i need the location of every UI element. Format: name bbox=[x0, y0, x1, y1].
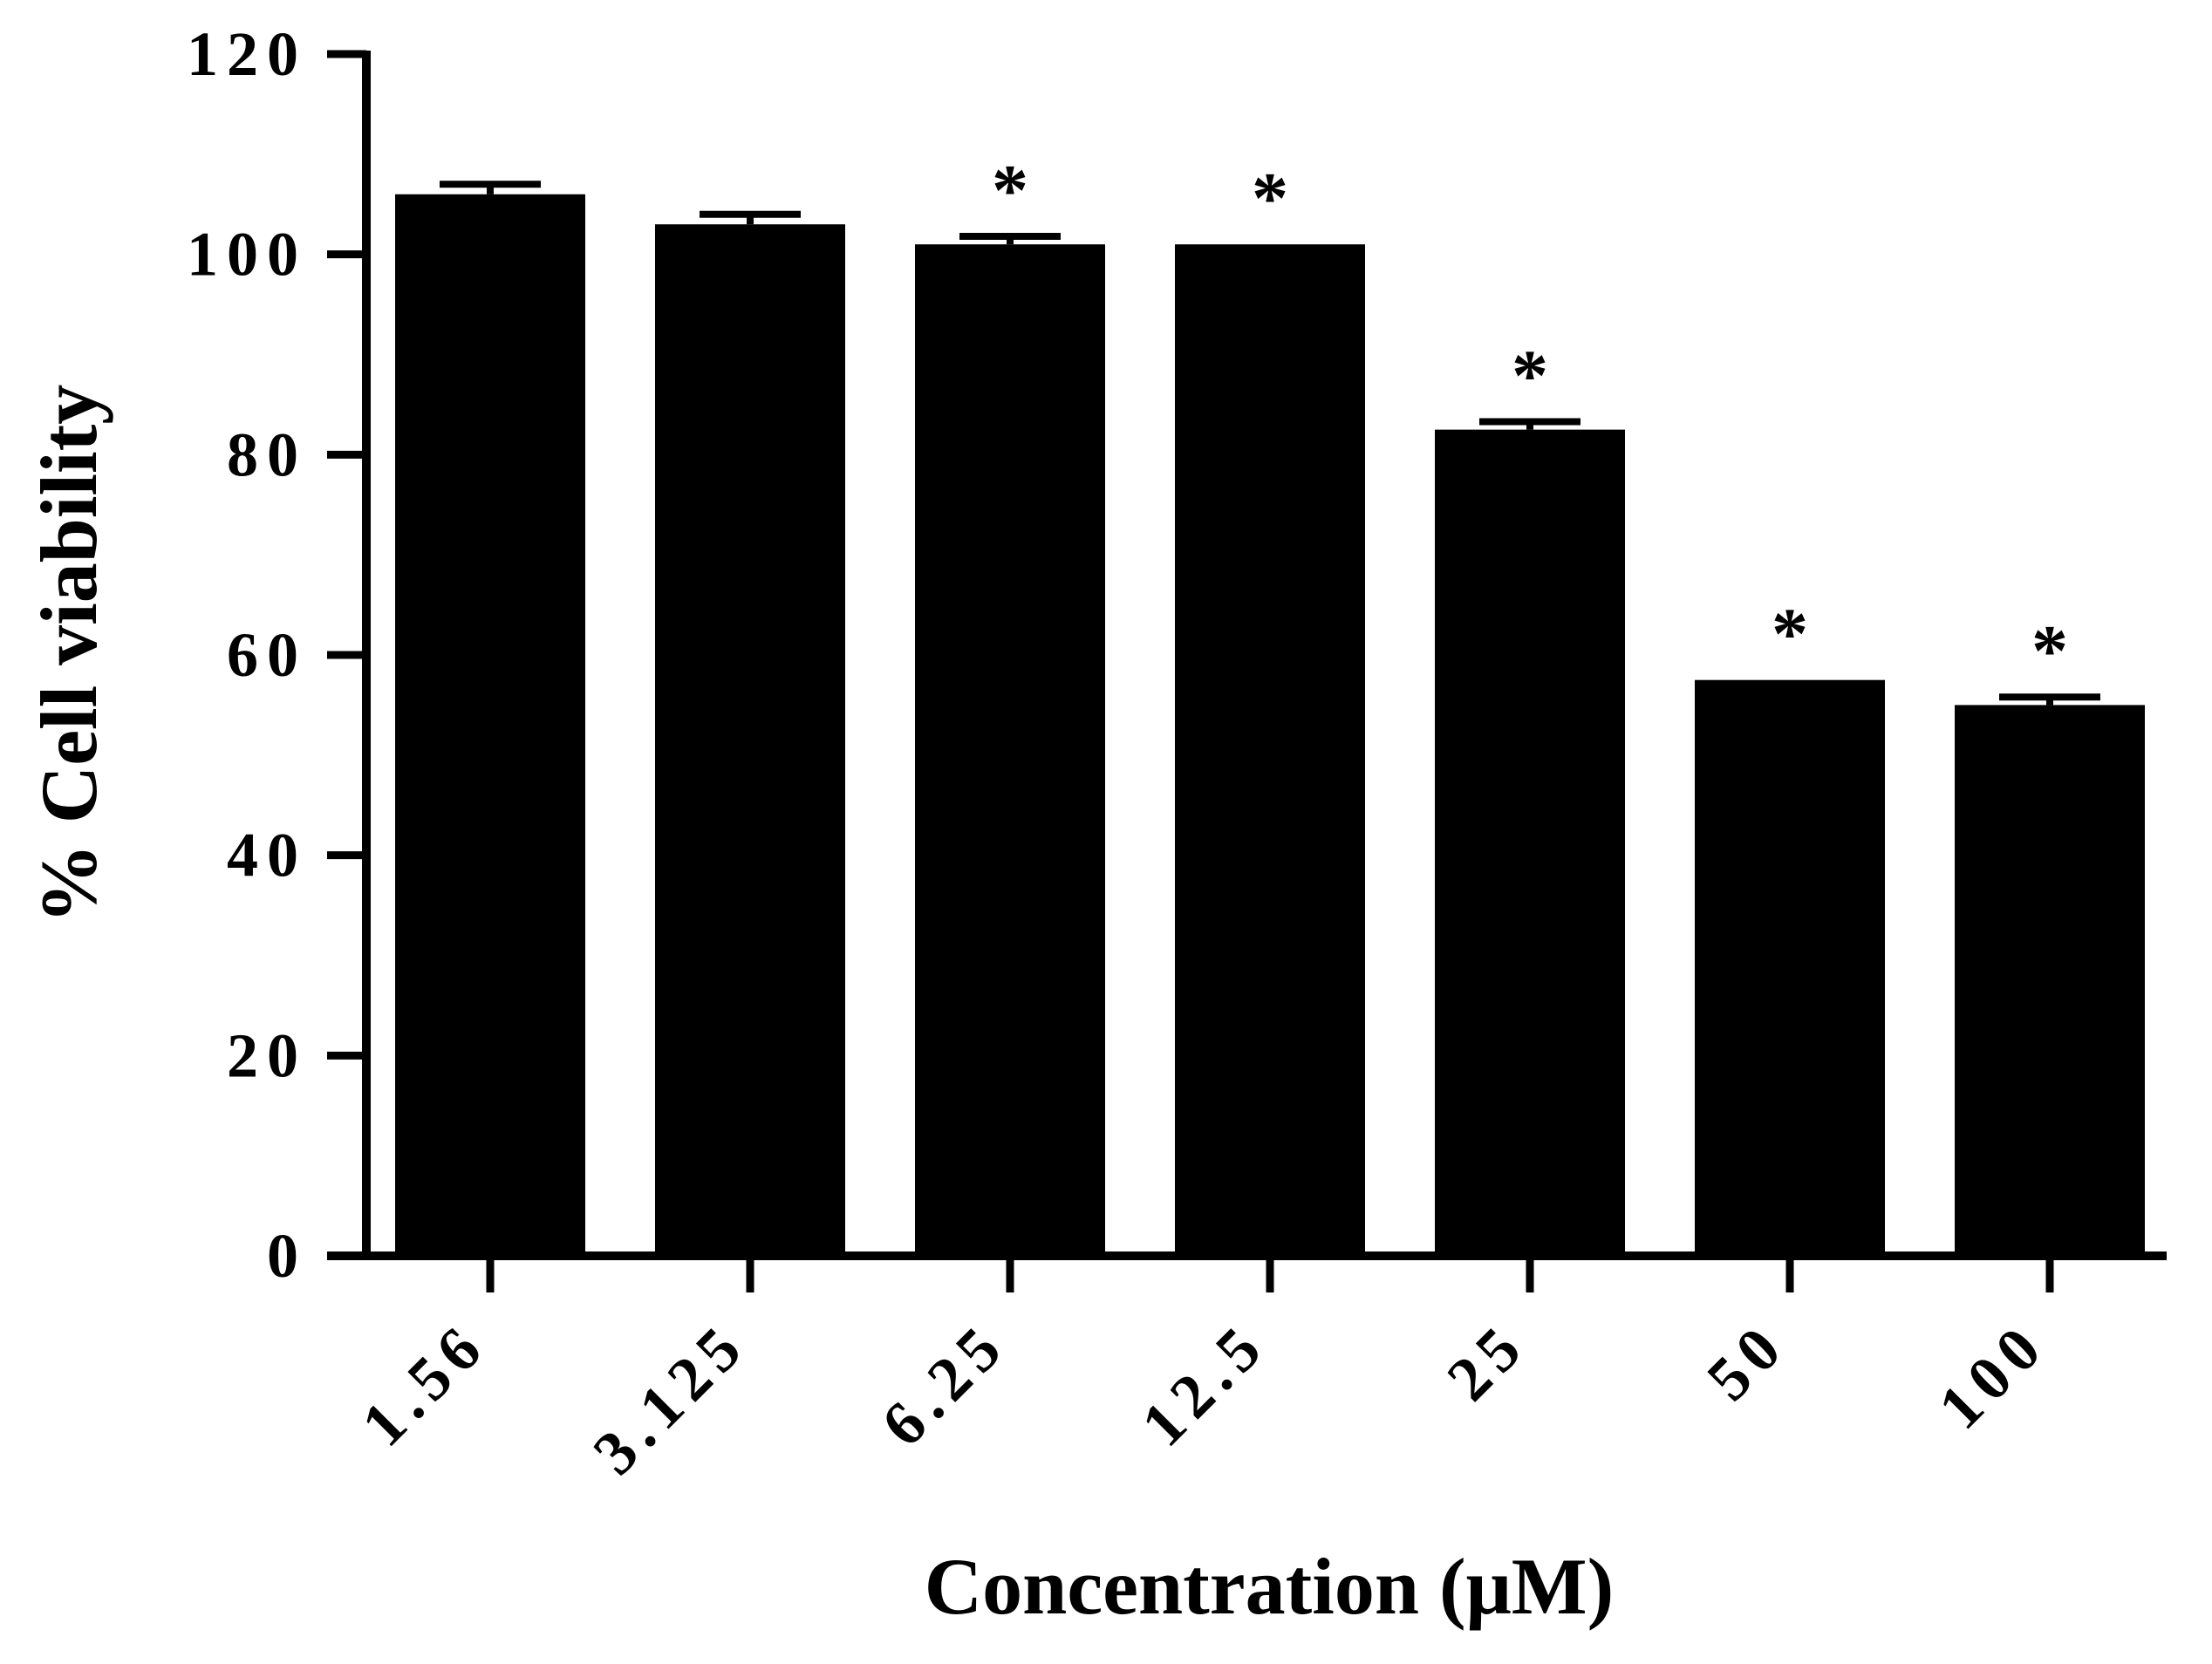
bar bbox=[395, 194, 585, 1257]
y-tick-label: 100 bbox=[187, 220, 307, 290]
bar bbox=[655, 224, 845, 1256]
y-ticks-group: 0 20 40 60 80 100 120 bbox=[187, 19, 366, 1291]
x-axis-title: Concentration (μM) bbox=[925, 1542, 1615, 1631]
significance-markers-group: * * * * * bbox=[992, 150, 2068, 692]
x-tick-label: 50 bbox=[1694, 1308, 1800, 1415]
bar bbox=[1955, 705, 2145, 1256]
significance-asterisk: * bbox=[1512, 335, 1548, 416]
significance-asterisk: * bbox=[992, 150, 1028, 231]
x-tick-label: 1.56 bbox=[348, 1308, 500, 1460]
y-tick-label: 120 bbox=[187, 19, 307, 89]
x-ticks-group: 1.56 3.125 6.25 12.5 25 50 100 bbox=[348, 1256, 2059, 1488]
y-tick-label: 80 bbox=[227, 419, 307, 489]
bar bbox=[915, 244, 1105, 1256]
y-tick-label: 20 bbox=[227, 1020, 307, 1090]
y-axis-title: % Cell viability bbox=[24, 385, 113, 924]
error-bars-group bbox=[440, 181, 2100, 706]
y-tick-label: 60 bbox=[227, 620, 307, 690]
y-tick-label: 0 bbox=[267, 1221, 307, 1291]
bars-group bbox=[395, 194, 2145, 1257]
bar bbox=[1175, 244, 1365, 1256]
x-tick-label: 6.25 bbox=[868, 1308, 1020, 1460]
bar bbox=[1435, 429, 1625, 1256]
significance-asterisk: * bbox=[2031, 610, 2068, 692]
x-tick-label: 100 bbox=[1925, 1308, 2059, 1442]
x-tick-label: 25 bbox=[1434, 1308, 1540, 1415]
x-tick-label: 12.5 bbox=[1128, 1308, 1280, 1460]
significance-asterisk: * bbox=[1772, 594, 1808, 675]
significance-asterisk: * bbox=[1252, 158, 1288, 239]
y-tick-label: 40 bbox=[227, 821, 307, 890]
bar bbox=[1695, 679, 1885, 1256]
x-tick-label: 3.125 bbox=[580, 1308, 760, 1488]
